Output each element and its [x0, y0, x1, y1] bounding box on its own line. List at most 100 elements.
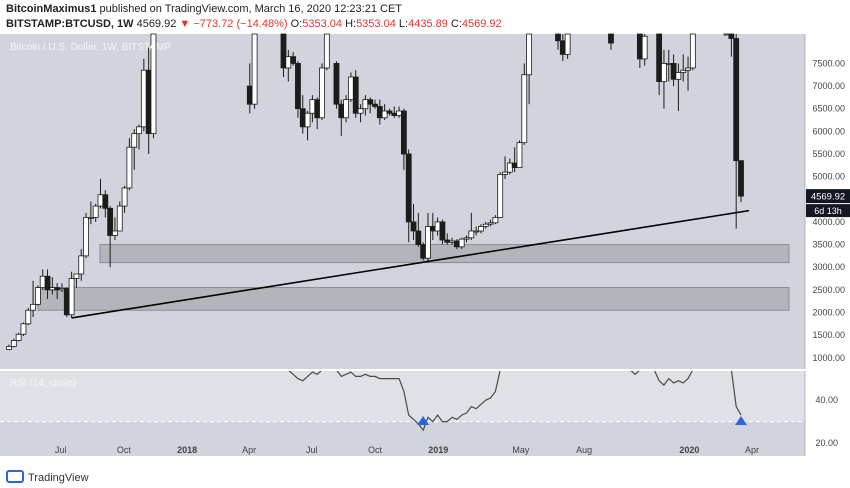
candle[interactable]	[738, 160, 744, 197]
candle[interactable]	[555, 33, 561, 42]
candle[interactable]	[444, 239, 451, 243]
candle[interactable]	[78, 255, 85, 275]
candle[interactable]	[733, 38, 740, 162]
candle[interactable]	[516, 142, 523, 168]
support-zone[interactable]	[37, 287, 790, 311]
candle[interactable]	[689, 33, 696, 69]
candle[interactable]	[145, 69, 152, 135]
candle[interactable]	[723, 33, 730, 36]
candle[interactable]	[425, 226, 431, 259]
candle[interactable]	[386, 110, 393, 114]
candle[interactable]	[685, 67, 691, 71]
candle[interactable]	[73, 273, 80, 279]
candle[interactable]	[150, 33, 157, 135]
candle[interactable]	[641, 35, 648, 60]
candle[interactable]	[357, 108, 364, 114]
candle[interactable]	[348, 76, 354, 101]
candle[interactable]	[126, 146, 133, 189]
candle[interactable]	[290, 56, 297, 64]
candle[interactable]	[372, 103, 378, 107]
candle[interactable]	[608, 33, 614, 44]
candle[interactable]	[20, 323, 27, 335]
candle[interactable]	[497, 173, 504, 218]
candle[interactable]	[405, 153, 412, 223]
candle[interactable]	[25, 309, 32, 325]
candle[interactable]	[400, 110, 407, 155]
candle[interactable]	[112, 230, 118, 236]
candle[interactable]	[429, 226, 436, 232]
candle[interactable]	[304, 112, 311, 128]
candle[interactable]	[434, 221, 441, 232]
candle[interactable]	[59, 288, 65, 291]
candle[interactable]	[338, 103, 345, 119]
candle[interactable]	[511, 162, 518, 168]
candle[interactable]	[131, 133, 138, 148]
candle[interactable]	[116, 205, 123, 232]
candle[interactable]	[121, 187, 128, 207]
candle[interactable]	[15, 333, 22, 341]
candle[interactable]	[49, 287, 56, 291]
candle[interactable]	[97, 194, 104, 207]
candle[interactable]	[39, 275, 46, 288]
candle[interactable]	[521, 74, 528, 144]
candle[interactable]	[468, 230, 475, 239]
candle[interactable]	[333, 63, 340, 105]
candle[interactable]	[449, 240, 455, 243]
candle[interactable]	[295, 63, 301, 110]
candle[interactable]	[376, 106, 383, 119]
candle[interactable]	[670, 63, 677, 80]
candle[interactable]	[68, 278, 75, 316]
candle[interactable]	[661, 63, 667, 82]
candle[interactable]	[10, 340, 17, 347]
candle[interactable]	[63, 288, 70, 316]
candle[interactable]	[728, 33, 735, 39]
tradingview-logo[interactable]: TradingView	[6, 470, 89, 484]
candle[interactable]	[136, 126, 142, 135]
time-axis[interactable]	[0, 456, 805, 466]
candle[interactable]	[564, 33, 571, 55]
candle[interactable]	[30, 303, 36, 311]
candle[interactable]	[107, 207, 114, 236]
candle[interactable]	[83, 216, 89, 257]
candle[interactable]	[506, 162, 513, 173]
candle[interactable]	[559, 40, 566, 55]
candle[interactable]	[492, 216, 499, 224]
author-name[interactable]: BitcoinMaximus1	[6, 3, 97, 15]
candle[interactable]	[362, 99, 369, 110]
candle[interactable]	[323, 33, 330, 69]
candle[interactable]	[280, 33, 287, 69]
candle[interactable]	[343, 99, 350, 119]
candle[interactable]	[44, 275, 51, 291]
candle[interactable]	[285, 56, 292, 69]
candle[interactable]	[410, 221, 417, 232]
candle[interactable]	[439, 221, 446, 241]
candle[interactable]	[396, 110, 402, 116]
support-zone[interactable]	[99, 244, 790, 264]
support-trendline[interactable]	[71, 209, 750, 319]
price-axis[interactable]	[805, 34, 850, 466]
candle[interactable]	[54, 287, 61, 291]
candle[interactable]	[352, 76, 359, 114]
candle[interactable]	[665, 63, 672, 65]
candle[interactable]	[453, 240, 460, 248]
candle[interactable]	[246, 85, 253, 105]
candle[interactable]	[319, 67, 325, 119]
candle[interactable]	[502, 171, 508, 175]
candle[interactable]	[6, 346, 12, 351]
candle[interactable]	[482, 223, 489, 227]
candle[interactable]	[680, 69, 687, 73]
candle[interactable]	[420, 244, 427, 259]
candle[interactable]	[391, 112, 398, 116]
candle[interactable]	[463, 237, 470, 240]
candle[interactable]	[473, 230, 480, 233]
candle[interactable]	[367, 99, 374, 105]
candle[interactable]	[314, 99, 321, 119]
candle[interactable]	[87, 216, 94, 219]
candle[interactable]	[656, 33, 663, 82]
candle[interactable]	[675, 72, 682, 80]
candle[interactable]	[381, 110, 388, 119]
candle[interactable]	[526, 33, 533, 76]
candle[interactable]	[140, 69, 147, 128]
candle[interactable]	[251, 33, 258, 105]
